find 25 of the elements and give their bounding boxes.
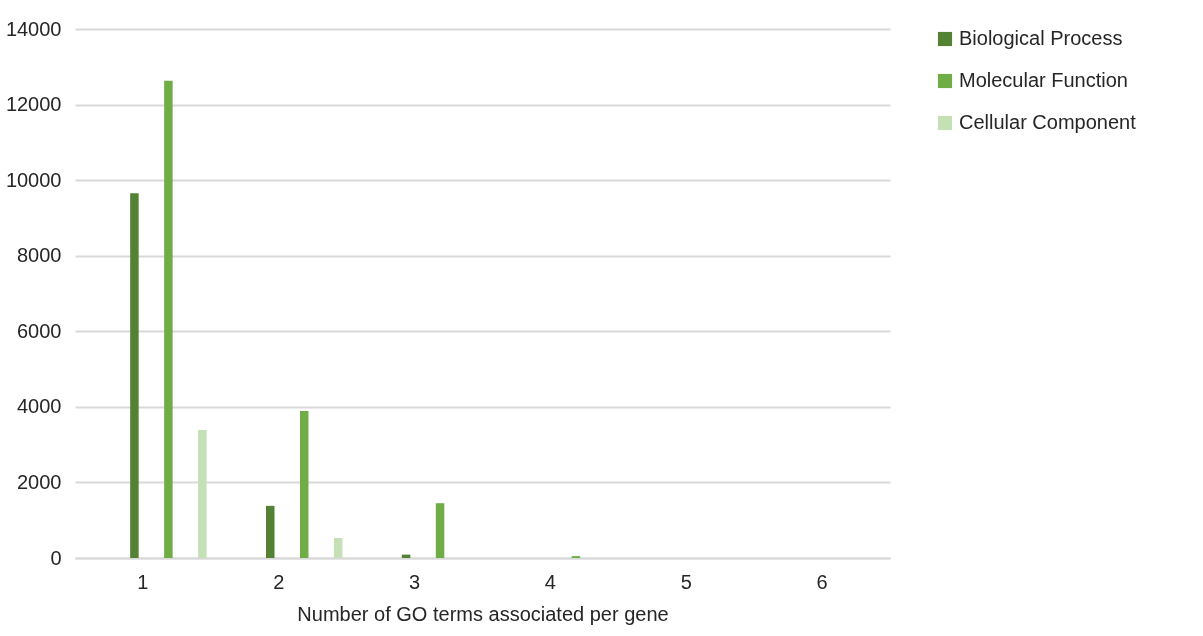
x-tick-label: 4 (544, 570, 556, 593)
x-tick-label: 5 (680, 570, 692, 593)
legend-label: Molecular Function (959, 69, 1128, 91)
x-tick-label: 3 (409, 570, 421, 593)
y-tick-label: 10000 (5, 168, 62, 191)
y-tick-label: 14000 (5, 17, 62, 40)
y-tick-label: 8000 (17, 244, 62, 267)
bar (333, 537, 343, 558)
bar (164, 80, 173, 558)
x-tick-label: 1 (137, 570, 149, 593)
y-tick-label: 12000 (5, 93, 62, 116)
y-tick-label: 6000 (17, 319, 62, 342)
x-axis-title: Number of GO terms associated per gene (297, 602, 669, 625)
bar (198, 429, 207, 558)
bar (266, 505, 275, 558)
bar (130, 193, 139, 558)
y-tick-label: 2000 (17, 470, 62, 493)
legend-label: Cellular Component (959, 111, 1137, 133)
x-tick-label: 2 (273, 570, 285, 593)
y-tick-label: 0 (50, 546, 62, 569)
y-tick-label: 4000 (17, 395, 62, 418)
legend-label: Biological Process (959, 27, 1123, 49)
bar (299, 411, 309, 558)
x-tick-label: 6 (816, 570, 828, 593)
bar (435, 503, 445, 558)
